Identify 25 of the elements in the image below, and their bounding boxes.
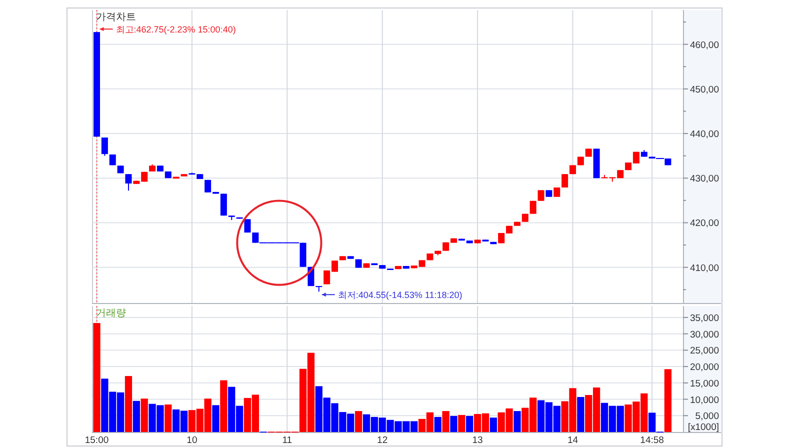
chart-title: 거래량 [96,308,126,319]
x-tick-label: 14:58 [640,435,664,446]
annotation: 최고:462.75(-2.23% 15:00:40) [116,24,236,35]
x-tick-label: 12 [377,435,388,446]
y-tick-label: 20,000 [690,362,719,374]
y-tick-label: 30,000 [690,329,719,340]
y-tick-label: 15,000 [690,378,719,390]
y-tick-label: 440,00 [690,129,719,140]
y-tick-label: 35,000 [690,312,719,324]
y-tick-label: 420,00 [690,218,719,230]
y-tick-label: 5,000 [695,411,719,422]
y-tick-label: 25,000 [690,346,719,357]
y-axis-title: [x1000] [688,422,719,433]
x-tick-label: 10 [186,435,198,446]
y-tick-label: 10,000 [690,394,719,406]
x-tick-label: 15:00 [84,435,109,446]
x-tick-label: 13 [472,435,483,446]
y-tick-label: 450,00 [690,84,719,96]
x-tick-label: 14 [567,435,578,446]
chart-title: 가격차트 [96,12,136,23]
annotation: 최저:404.55(-14.53% 11:18:20) [338,290,462,300]
y-tick-label: 410,00 [690,262,719,274]
y-tick-label: 460,00 [690,40,719,51]
x-tick-label: 11 [282,435,292,446]
y-tick-label: 430,00 [690,174,719,185]
